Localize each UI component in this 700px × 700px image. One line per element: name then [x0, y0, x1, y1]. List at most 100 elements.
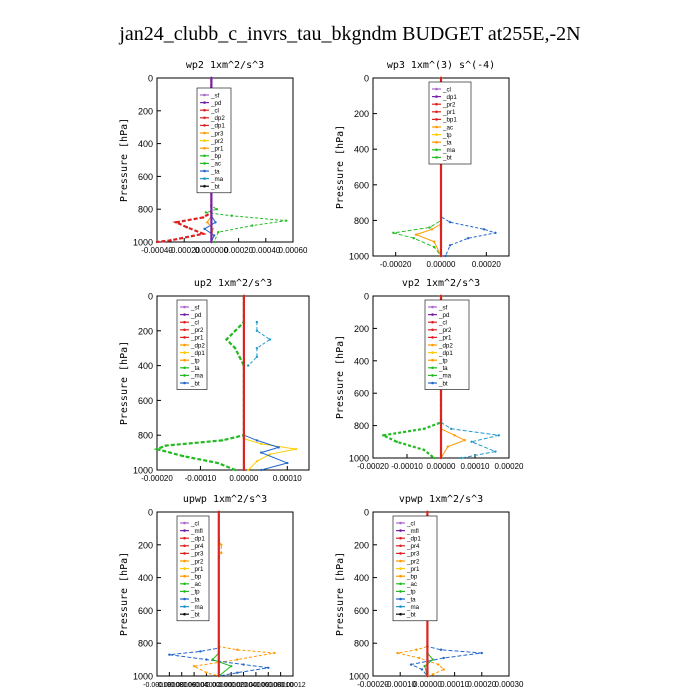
legend-label: _mfl: [190, 528, 203, 535]
legend-label: _sf: [438, 304, 448, 311]
data-point: [439, 648, 443, 651]
legend-label: _dp1: [438, 350, 453, 357]
legend-label: _bt: [406, 612, 416, 619]
legend-label: _pr3: [406, 551, 420, 558]
legend-label: _pr3: [190, 551, 204, 558]
data-point: [433, 456, 436, 460]
legend-marker: [203, 131, 206, 135]
data-point: [216, 461, 219, 465]
data-point: [273, 651, 276, 655]
legend-label: _ma: [210, 176, 224, 183]
legend-marker: [183, 351, 186, 354]
x-tick-label: -0.00020: [168, 246, 200, 255]
x-tick-label: 0.00060: [279, 246, 308, 255]
legend-label: _pd: [438, 312, 450, 319]
legend-label: _tp: [406, 589, 416, 596]
legend-marker: [183, 590, 186, 593]
data-point: [236, 671, 239, 674]
legend-label: _pr2: [190, 558, 204, 565]
legend-marker: [183, 544, 186, 548]
data-point: [210, 76, 213, 80]
data-point: [426, 674, 429, 678]
legend-marker: [203, 93, 206, 97]
y-axis-label: Pressure [hPa]: [119, 341, 130, 425]
x-tick-label: 0.00010: [268, 682, 293, 689]
legend-marker: [183, 343, 186, 347]
y-tick-label: 600: [138, 172, 153, 182]
data-point: [431, 673, 435, 676]
y-tick-label: 0: [148, 74, 153, 84]
data-point: [255, 439, 259, 442]
legend-label: _pr2: [210, 138, 224, 145]
legend-marker: [399, 521, 402, 525]
legend-marker: [399, 597, 402, 601]
legend-label: _tp: [190, 358, 200, 365]
legend-label: _pr3: [210, 130, 224, 137]
legend-label: _cl: [190, 520, 199, 527]
legend-label: _bp: [190, 574, 202, 581]
legend-marker: [203, 146, 206, 150]
chart-title: up2 1xm^2/s^3: [194, 278, 272, 289]
data-point: [470, 440, 473, 443]
legend-marker: [203, 124, 206, 127]
y-tick-label: 1000: [349, 252, 369, 262]
x-tick-label: -0.00020: [141, 474, 173, 483]
chart-panel: wp2 1xm^2/s^3 Pressure [hPa] 0 200 400 600 800…: [119, 60, 308, 255]
legend-marker: [435, 102, 438, 106]
chart-panel: upwp 1xm^2/s^3 Pressure [hPa] 0 200 400 600 80…: [119, 494, 306, 689]
chart-title: vp2 1xm^2/s^3: [402, 278, 480, 289]
data-point: [439, 254, 443, 258]
data-point: [494, 450, 497, 453]
data-point: [255, 460, 259, 463]
x-tick-label: 0.00020: [472, 260, 501, 269]
legend-marker: [435, 118, 438, 121]
legend-marker: [431, 313, 434, 316]
data-point: [415, 648, 418, 651]
legend-label: _ac: [442, 124, 453, 131]
y-axis-label: Pressure [hPa]: [335, 335, 346, 419]
legend-marker: [203, 162, 206, 165]
legend-marker: [399, 590, 402, 593]
y-tick-label: 0: [364, 74, 369, 84]
data-point: [482, 228, 486, 231]
y-tick-label: 0: [364, 292, 369, 302]
data-point: [155, 447, 159, 451]
y-tick-label: 800: [138, 431, 153, 441]
legend-marker: [183, 366, 186, 370]
data-point: [233, 468, 237, 472]
data-point: [442, 668, 445, 671]
y-tick-label: 400: [138, 139, 153, 149]
x-tick-label: -0.00020: [380, 260, 412, 269]
data-point: [453, 434, 456, 437]
legend-label: _bp: [210, 153, 222, 160]
data-point: [215, 208, 219, 211]
data-point: [467, 237, 470, 240]
data-point: [174, 221, 178, 224]
data-point: [396, 651, 399, 655]
legend-label: _bt: [210, 184, 220, 191]
legend-label: _dp2: [210, 115, 225, 122]
legend-label: _dp1: [442, 94, 457, 101]
series-line: [211, 512, 233, 677]
data-point: [217, 674, 221, 678]
y-tick-label: 400: [138, 573, 153, 583]
data-point: [217, 510, 221, 514]
legend-marker: [183, 358, 186, 362]
legend-marker: [183, 605, 186, 608]
legend-marker: [431, 305, 434, 309]
x-tick-label: -0.00040: [141, 246, 173, 255]
data-point: [460, 456, 463, 460]
data-point: [229, 664, 233, 668]
y-tick-label: 200: [138, 106, 153, 116]
legend-marker: [183, 536, 186, 540]
legend-marker: [399, 574, 402, 578]
legend-label: _dp1: [190, 350, 205, 357]
x-tick-label: -0.00020: [357, 680, 389, 689]
legend-marker: [431, 358, 434, 362]
data-point: [181, 454, 185, 458]
legend-label: _bt: [190, 612, 200, 619]
y-tick-label: 0: [148, 508, 153, 518]
legend-label: _ta: [190, 596, 200, 603]
legend-marker: [399, 567, 402, 570]
legend-marker: [435, 148, 438, 152]
